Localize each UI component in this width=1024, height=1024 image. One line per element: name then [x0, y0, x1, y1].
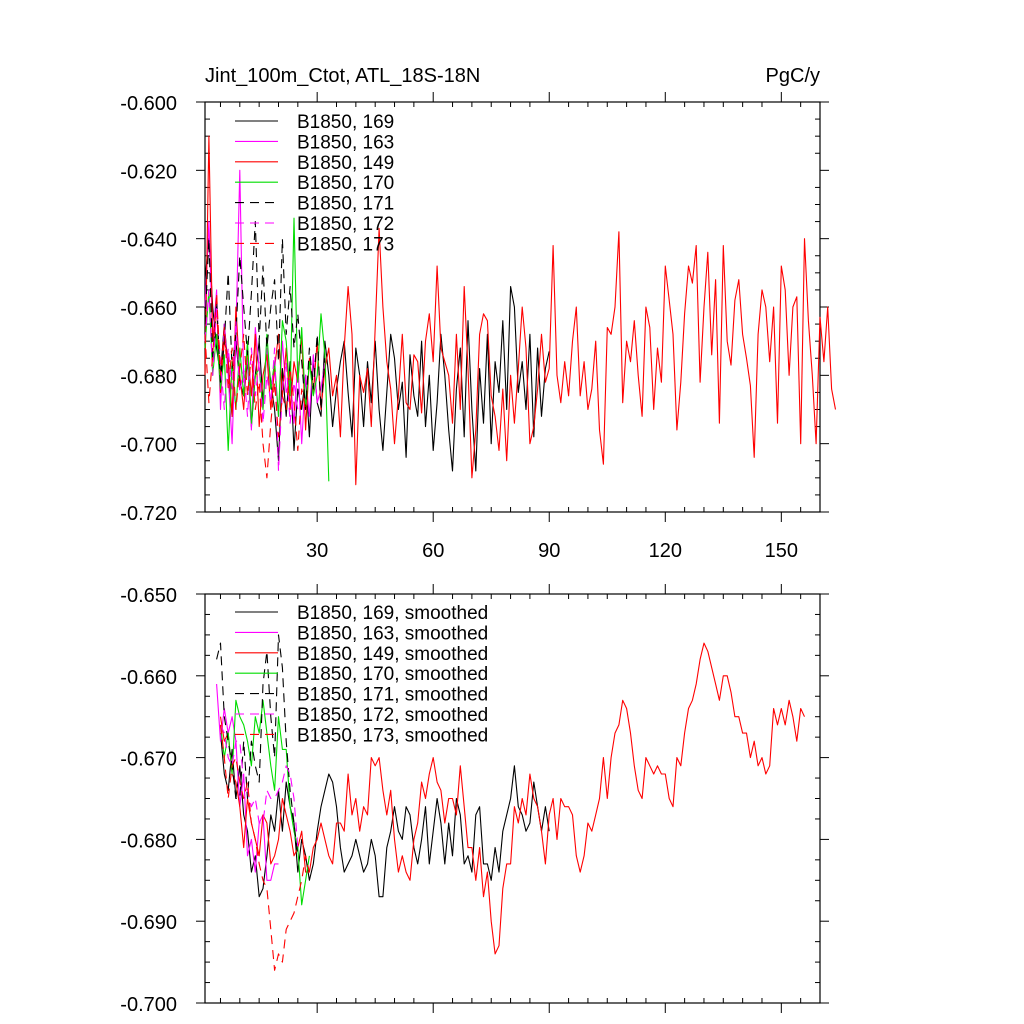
top-legend-label: B1850, 172 [297, 214, 394, 235]
top-x-tick-label: 150 [765, 540, 798, 562]
top-y-tick-label: -0.640 [120, 230, 177, 252]
top-y-tick-label: -0.680 [120, 366, 177, 388]
top-panel: -0.720 -0.700 -0.680 -0.660 -0.640 -0.620 -0.6… [120, 65, 837, 562]
top-legend-label: B1850, 171 [297, 194, 394, 215]
bottom-legend-label: B1850, 171, smoothed [297, 685, 488, 706]
top-y-tick-label: -0.660 [120, 298, 177, 320]
top-x-tick-label: 120 [649, 540, 682, 562]
top-x-tick-label: 30 [306, 540, 328, 562]
top-y-tick-label: -0.620 [120, 161, 177, 183]
top-series-b1850-169 [204, 238, 550, 472]
top-legend-label: B1850, 169 [297, 112, 394, 133]
bottom-y-tick-label: -0.680 [120, 830, 177, 852]
top-x-tick-label: 60 [422, 540, 444, 562]
bottom-legend-label: B1850, 163, smoothed [297, 623, 488, 644]
chart-units: PgC/y [766, 65, 820, 87]
bottom-series-b1850-171-smoothed [216, 634, 299, 856]
bottom-panel: -0.700 -0.690 -0.680 -0.670 -0.660 -0.650 B185… [120, 584, 829, 1016]
top-y-tick-label: -0.700 [120, 435, 177, 457]
bottom-legend-label: B1850, 173, smoothed [297, 725, 488, 746]
top-legend-label: B1850, 170 [297, 173, 394, 194]
top-series-b1850-173 [204, 292, 307, 479]
bottom-y-tick-label: -0.660 [120, 667, 177, 689]
bottom-y-tick-label: -0.700 [120, 994, 177, 1016]
bottom-legend-label: B1850, 169, smoothed [297, 603, 488, 624]
top-y-tick-label: -0.720 [120, 503, 177, 525]
bottom-y-tick-label: -0.650 [120, 585, 177, 607]
bottom-y-tick-label: -0.690 [120, 912, 177, 934]
bottom-legend-label: B1850, 170, smoothed [297, 664, 488, 685]
bottom-legend-label: B1850, 172, smoothed [297, 705, 488, 726]
top-series-b1850-172 [204, 289, 299, 472]
bottom-legend-label: B1850, 149, smoothed [297, 644, 488, 665]
bottom-series-b1850-163-smoothed [216, 683, 279, 881]
top-legend-label: B1850, 149 [297, 153, 394, 174]
bottom-y-tick-label: -0.670 [120, 749, 177, 771]
chart-title: Jint_100m_Ctot, ATL_18S-18N [205, 65, 480, 87]
top-y-tick-label: -0.600 [120, 93, 177, 115]
bottom-series-b1850-173-smoothed [219, 724, 310, 971]
top-legend-label: B1850, 173 [297, 234, 394, 255]
bottom-series-b1850-172-smoothed [220, 724, 299, 848]
bottom-series-b1850-149-smoothed [219, 642, 805, 955]
bottom-series-b1850-170-smoothed [219, 699, 310, 906]
top-x-tick-label: 90 [538, 540, 560, 562]
bottom-series-b1850-169-smoothed [219, 733, 550, 898]
top-legend-label: B1850, 163 [297, 132, 394, 153]
